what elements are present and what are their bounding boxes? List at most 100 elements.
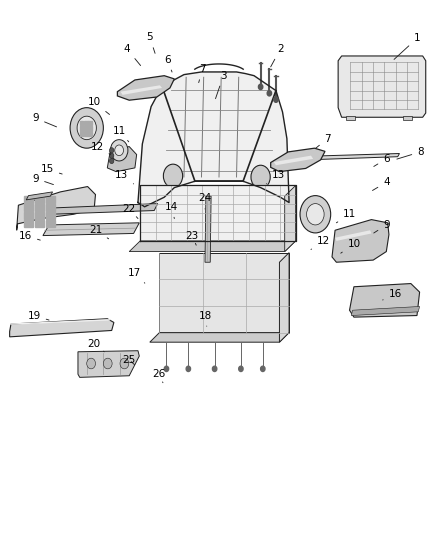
Polygon shape	[338, 56, 426, 117]
Circle shape	[70, 108, 103, 148]
Polygon shape	[35, 220, 44, 227]
Text: 13: 13	[266, 170, 285, 184]
Polygon shape	[138, 72, 289, 207]
Polygon shape	[24, 204, 33, 211]
Text: 13: 13	[115, 170, 134, 184]
Circle shape	[164, 366, 169, 372]
Text: 24: 24	[198, 193, 212, 209]
Polygon shape	[80, 126, 83, 131]
Text: 25: 25	[123, 355, 136, 365]
Polygon shape	[88, 132, 92, 136]
Polygon shape	[351, 306, 420, 316]
Circle shape	[251, 165, 270, 189]
Circle shape	[110, 153, 114, 158]
Text: 22: 22	[123, 204, 138, 219]
Circle shape	[103, 358, 112, 369]
Polygon shape	[46, 196, 55, 203]
Polygon shape	[84, 121, 88, 125]
Text: 12: 12	[311, 236, 330, 249]
Polygon shape	[17, 187, 95, 230]
Circle shape	[110, 158, 114, 164]
Circle shape	[120, 358, 129, 369]
Polygon shape	[159, 253, 289, 333]
Text: 23: 23	[185, 231, 198, 245]
Circle shape	[300, 196, 331, 233]
Circle shape	[307, 204, 324, 225]
Text: 16: 16	[19, 231, 40, 240]
Text: 12: 12	[91, 142, 111, 155]
Polygon shape	[10, 319, 114, 337]
Circle shape	[258, 84, 263, 90]
Text: 2: 2	[271, 44, 284, 67]
Polygon shape	[26, 192, 53, 200]
Polygon shape	[275, 154, 399, 161]
Polygon shape	[46, 204, 55, 211]
Text: 1: 1	[394, 34, 420, 59]
Polygon shape	[24, 212, 33, 219]
Text: 26: 26	[152, 369, 165, 383]
Circle shape	[163, 164, 183, 188]
Circle shape	[212, 366, 217, 372]
Polygon shape	[162, 187, 278, 195]
Text: 18: 18	[198, 311, 212, 326]
Circle shape	[115, 145, 124, 156]
Text: 14: 14	[165, 202, 178, 219]
Circle shape	[186, 366, 191, 372]
Text: 3: 3	[215, 71, 227, 99]
Polygon shape	[46, 220, 55, 227]
Text: 21: 21	[89, 225, 109, 239]
Polygon shape	[150, 333, 289, 342]
Polygon shape	[274, 156, 313, 165]
Text: 16: 16	[383, 289, 402, 300]
Text: 11: 11	[113, 126, 129, 142]
Text: 19: 19	[28, 311, 49, 320]
Polygon shape	[285, 185, 296, 252]
Text: 20: 20	[88, 339, 104, 352]
Polygon shape	[24, 220, 33, 227]
Text: 7: 7	[315, 134, 331, 149]
Polygon shape	[88, 121, 92, 125]
Circle shape	[110, 148, 114, 153]
Polygon shape	[80, 121, 83, 125]
Polygon shape	[88, 126, 92, 131]
Text: 9: 9	[32, 114, 57, 127]
Circle shape	[274, 97, 278, 102]
Polygon shape	[35, 204, 44, 211]
Text: 5: 5	[146, 33, 155, 53]
Polygon shape	[35, 212, 44, 219]
Polygon shape	[140, 185, 296, 241]
Text: 17: 17	[128, 268, 145, 283]
Polygon shape	[78, 351, 139, 377]
Polygon shape	[50, 204, 158, 214]
Circle shape	[239, 366, 243, 372]
Circle shape	[261, 366, 265, 372]
Polygon shape	[335, 230, 371, 241]
Circle shape	[267, 91, 272, 96]
Polygon shape	[350, 284, 420, 317]
Circle shape	[87, 358, 95, 369]
Polygon shape	[117, 76, 174, 100]
Polygon shape	[279, 253, 289, 342]
Text: 9: 9	[374, 220, 390, 233]
Circle shape	[110, 140, 128, 161]
Polygon shape	[43, 223, 139, 236]
Text: 15: 15	[41, 165, 62, 174]
Text: 10: 10	[341, 239, 360, 253]
Text: 4: 4	[372, 177, 390, 190]
Polygon shape	[120, 85, 162, 95]
Text: 6: 6	[164, 55, 172, 72]
Text: 9: 9	[32, 174, 53, 184]
Circle shape	[77, 116, 96, 140]
Polygon shape	[84, 132, 88, 136]
Text: 6: 6	[374, 154, 390, 166]
Text: 7: 7	[199, 64, 206, 83]
Polygon shape	[46, 212, 55, 219]
Polygon shape	[35, 196, 44, 203]
Polygon shape	[24, 196, 33, 203]
Polygon shape	[332, 220, 389, 262]
Text: 8: 8	[397, 147, 424, 159]
Polygon shape	[346, 116, 355, 120]
Polygon shape	[84, 126, 88, 131]
Text: 4: 4	[124, 44, 141, 66]
Polygon shape	[271, 148, 325, 172]
